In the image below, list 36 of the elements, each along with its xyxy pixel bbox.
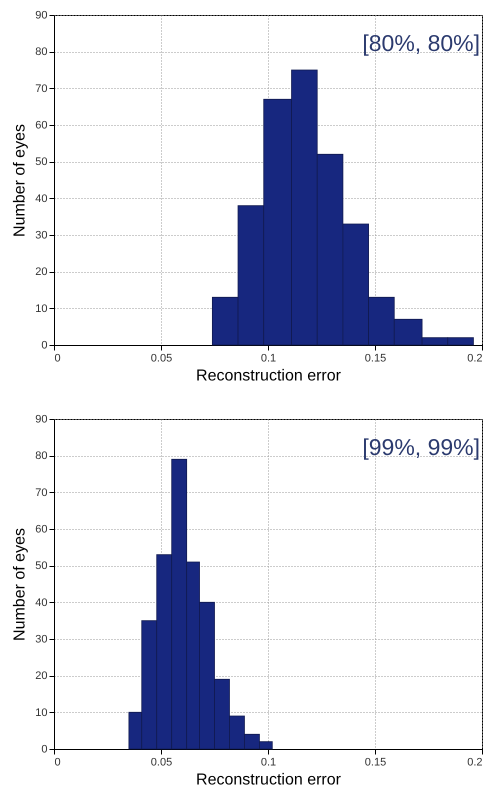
annotation: [80%, 80%] xyxy=(362,30,480,56)
y-tick-label: 40 xyxy=(35,596,48,609)
y-tick-label: 50 xyxy=(35,156,48,168)
y-tick-label: 80 xyxy=(35,46,48,58)
x-tick-label: 0.15 xyxy=(364,756,386,768)
x-tick-label: 0.15 xyxy=(364,352,386,364)
y-tick-label: 30 xyxy=(35,634,48,646)
y-tick-label: 90 xyxy=(35,10,48,22)
y-tick-label: 60 xyxy=(35,524,48,536)
x-tick-label: 0 xyxy=(54,756,61,768)
y-tick-label: 70 xyxy=(35,82,48,95)
y-tick-label: 90 xyxy=(35,414,48,426)
y-tick-label: 70 xyxy=(35,486,48,499)
y-tick-label: 0 xyxy=(41,744,48,756)
y-tick-label: 10 xyxy=(35,706,48,719)
x-tick-label: 0.2 xyxy=(467,756,482,768)
x-tick-label: 0.1 xyxy=(260,756,276,768)
x-tick-label: 0.1 xyxy=(260,352,276,364)
y-axis-title: Number of eyes xyxy=(11,124,28,237)
x-tick-label: 0.2 xyxy=(467,352,482,364)
y-tick-label: 20 xyxy=(35,266,48,278)
y-tick-label: 30 xyxy=(35,230,48,242)
x-tick-label: 0.05 xyxy=(150,756,172,768)
y-tick-label: 20 xyxy=(35,670,48,682)
y-tick-label: 0 xyxy=(41,340,48,352)
y-tick-label: 40 xyxy=(35,192,48,205)
annotation: [99%, 99%] xyxy=(362,434,480,460)
y-tick-label: 50 xyxy=(35,560,48,572)
x-axis-title: Reconstruction error xyxy=(196,368,342,384)
x-tick-label: 0.05 xyxy=(150,352,172,364)
x-axis-title: Reconstruction error xyxy=(196,772,342,788)
x-tick-label: 0 xyxy=(54,352,61,364)
y-tick-label: 80 xyxy=(35,450,48,462)
y-axis-title: Number of eyes xyxy=(11,528,28,641)
y-tick-label: 10 xyxy=(35,302,48,315)
y-tick-label: 60 xyxy=(35,120,48,132)
